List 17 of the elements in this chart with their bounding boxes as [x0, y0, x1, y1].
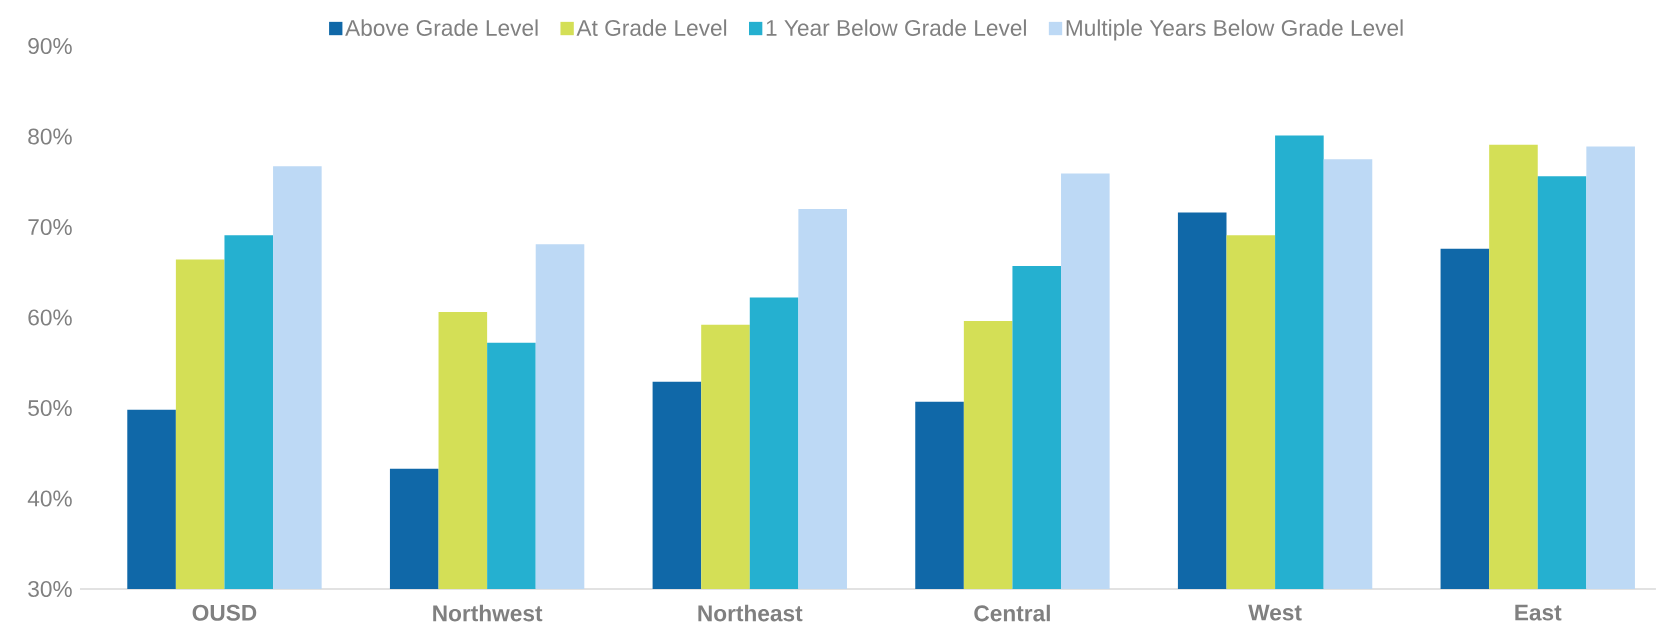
y-tick-label: 70%: [28, 218, 72, 236]
legend-label: At Grade Level: [576, 19, 727, 36]
y-tick-label: 50%: [28, 399, 72, 417]
legend-label: Above Grade Level: [345, 19, 538, 36]
legend-label: 1 Year Below Grade Level: [766, 19, 1026, 36]
x-tick-label: Central: [974, 604, 1050, 622]
legend-label: Multiple Years Below Grade Level: [1066, 19, 1403, 41]
x-tick-label: East: [1515, 604, 1562, 621]
x-tick-label: Northwest: [433, 604, 543, 622]
y-tick-label: 60%: [28, 309, 72, 326]
y-tick-label: 40%: [27, 490, 72, 507]
x-tick-label: West: [1248, 604, 1302, 621]
x-tick-label: OUSD: [192, 604, 257, 621]
y-tick-label: 80%: [28, 128, 72, 145]
y-tick-label: 30%: [28, 580, 72, 598]
x-tick-label: Northeast: [698, 604, 803, 622]
y-tick-label: 90%: [28, 37, 72, 55]
